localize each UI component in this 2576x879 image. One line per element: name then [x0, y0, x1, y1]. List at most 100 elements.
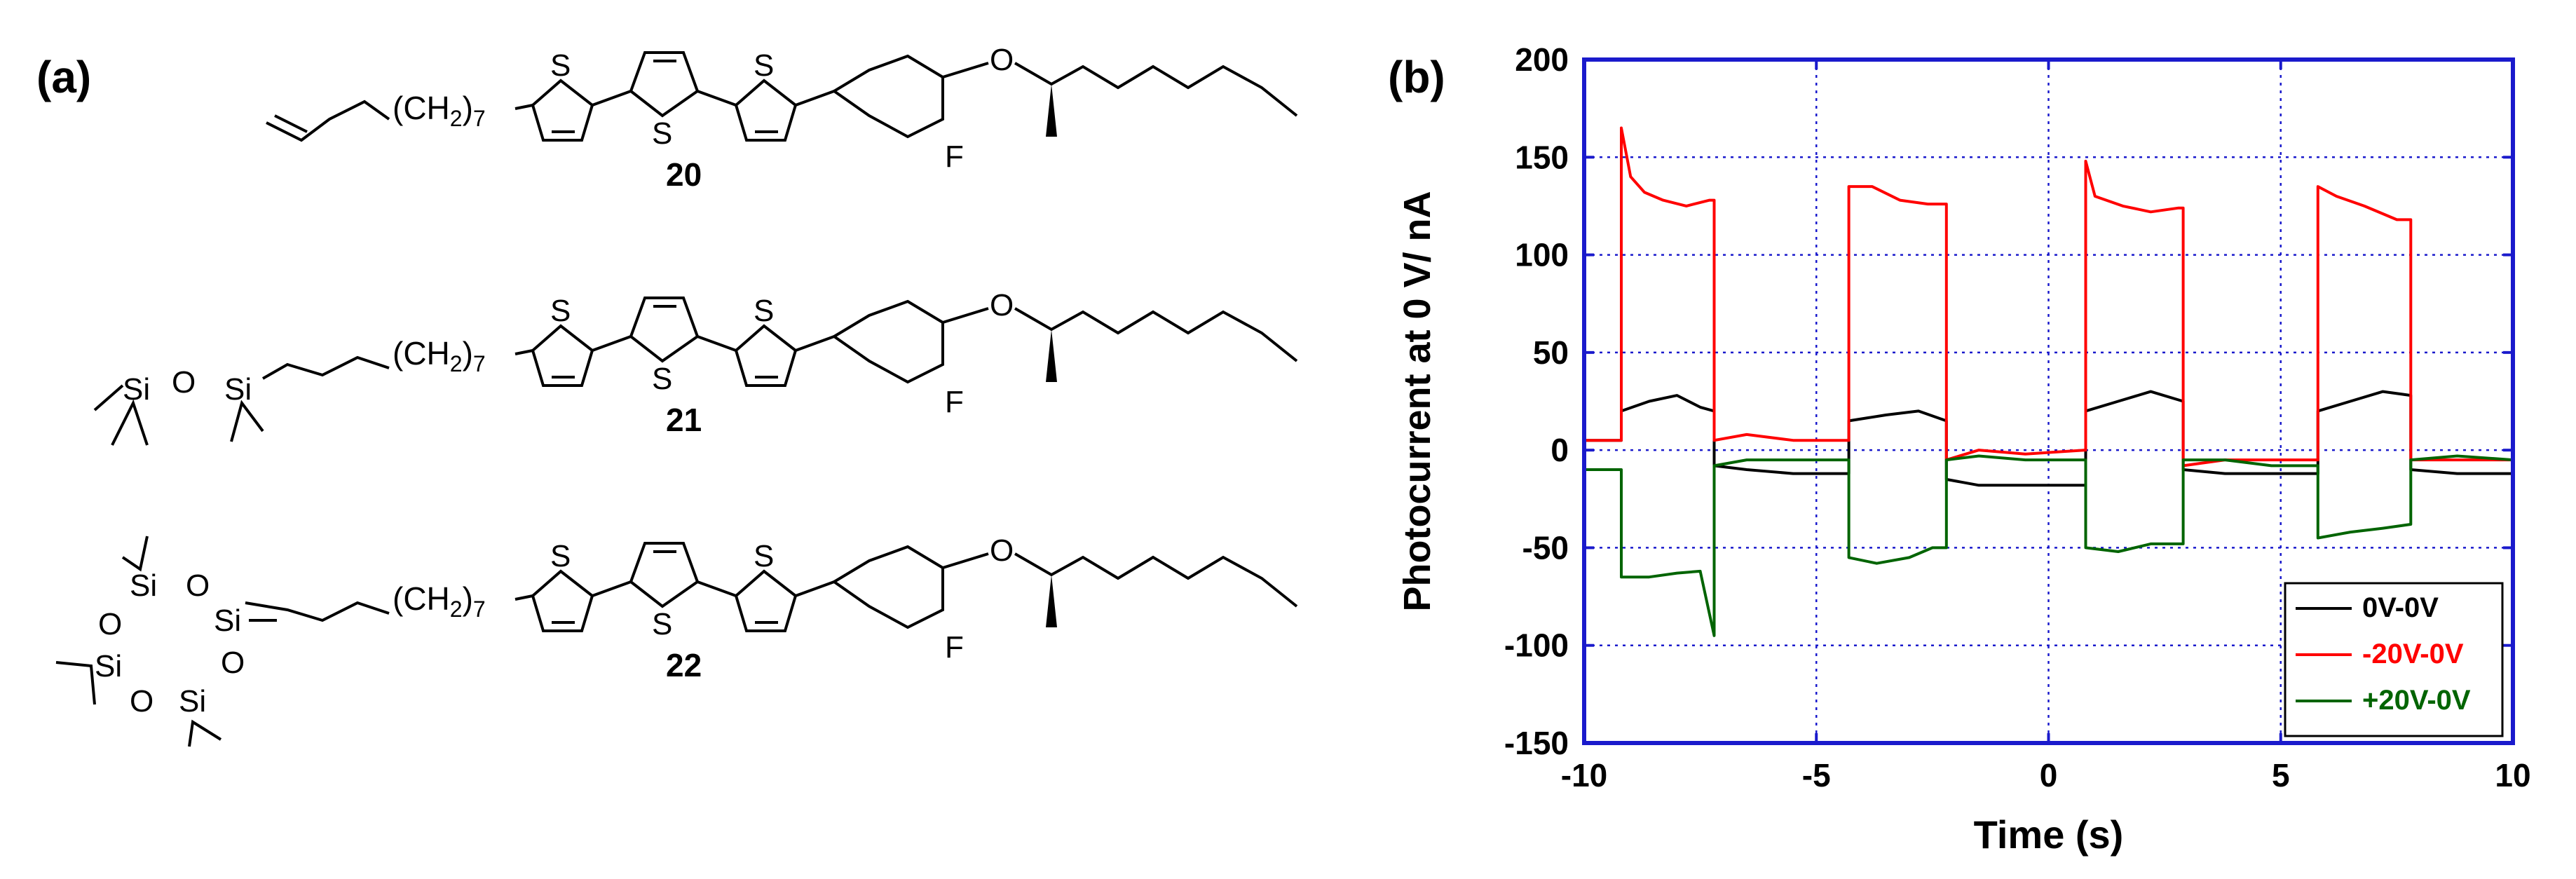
sulfur-atom: S	[550, 294, 571, 328]
thiophene-ring-3	[734, 79, 798, 142]
legend-label: +20V-0V	[2362, 685, 2471, 716]
bond	[592, 580, 632, 597]
compound-21: Si O Si (CH2)7 S S S F O	[93, 288, 1298, 446]
ch2-group: (CH2)7	[393, 90, 486, 131]
compound-number: 22	[666, 647, 702, 683]
molecule-panel: (a) (CH2)7 S S S F O	[36, 43, 1298, 747]
thiophene-ring-3	[734, 324, 798, 387]
oxygen-atom: O	[990, 288, 1014, 322]
y-tick-label: 200	[1515, 41, 1569, 78]
ch2-group: (CH2)7	[393, 335, 486, 376]
thiophene-ring-1	[531, 569, 594, 632]
series-line-3	[1584, 454, 2514, 637]
bond	[795, 580, 835, 597]
bond	[697, 580, 737, 597]
methyl-bonds	[93, 384, 124, 411]
bond	[514, 104, 533, 110]
thiophene-ring-3	[734, 569, 798, 632]
bond	[942, 552, 989, 569]
stereo-wedge	[1046, 84, 1057, 137]
silicon-atom: Si	[130, 568, 157, 603]
compound-22: Si O Si O Si O Si O (CH2)7 S S S	[55, 533, 1298, 747]
alkyl-chain	[1014, 62, 1298, 117]
sulfur-atom: S	[550, 48, 571, 83]
double-bond-line	[274, 114, 308, 133]
benzene-ring	[831, 545, 944, 629]
y-tick-label: 150	[1515, 139, 1569, 175]
sulfur-atom: S	[652, 607, 672, 641]
silicon-atom: Si	[214, 604, 241, 638]
alkyl-chain	[1014, 307, 1298, 362]
legend: 0V-0V -20V-0V +20V-0V	[2284, 582, 2504, 737]
thiophene-ring-2	[629, 297, 700, 363]
sulfur-atom: S	[652, 362, 672, 396]
compound-number: 21	[666, 402, 702, 438]
compound-20: (CH2)7 S S S F O 20	[266, 43, 1298, 193]
y-tick-label: 50	[1533, 334, 1569, 371]
x-axis-title: Time (s)	[1974, 812, 2124, 857]
oxygen-atom: O	[186, 568, 210, 603]
bond	[697, 335, 737, 352]
y-tick-label: 100	[1515, 237, 1569, 273]
x-tick-label: 10	[2495, 757, 2530, 793]
y-tick-label: -150	[1504, 725, 1569, 761]
alkyl-chain	[262, 355, 390, 380]
silicon-atom: Si	[179, 684, 206, 718]
ch2-group: (CH2)7	[393, 580, 486, 622]
series-lines	[1584, 126, 2514, 637]
methyl-bonds	[230, 400, 264, 442]
y-tick-label: -100	[1504, 627, 1569, 664]
oxygen-atom: O	[172, 365, 196, 400]
bond	[795, 335, 835, 352]
silicon-atom: Si	[95, 649, 122, 683]
stereo-wedge	[1046, 575, 1057, 627]
legend-label: 0V-0V	[2362, 592, 2439, 623]
sulfur-atom: S	[754, 539, 774, 573]
oxygen-atom: O	[221, 646, 245, 680]
alkene-chain	[266, 100, 390, 142]
thiophene-ring-1	[531, 324, 594, 387]
stereo-wedge	[1046, 329, 1057, 382]
series-line-2	[1584, 126, 2513, 468]
methyl-bonds	[188, 719, 222, 747]
oxygen-atom: O	[990, 43, 1014, 77]
thiophene-ring-2	[629, 51, 700, 118]
bond	[514, 594, 533, 601]
methyl-bonds	[55, 661, 96, 705]
thiophene-ring-1	[531, 79, 594, 142]
oxygen-atom: O	[130, 684, 154, 718]
benzene-ring	[831, 54, 944, 139]
bond	[942, 307, 989, 324]
bond	[697, 90, 737, 107]
panel-a-label: (a)	[36, 52, 91, 102]
silicon-atom: Si	[123, 372, 150, 407]
y-tick-label: 0	[1551, 432, 1569, 468]
fluorine-atom: F	[945, 385, 964, 419]
bond	[514, 349, 533, 355]
compound-number: 20	[666, 156, 702, 193]
x-tick-label: 5	[2272, 757, 2290, 793]
bond	[592, 90, 632, 107]
panel-b-label: (b)	[1388, 52, 1445, 102]
thiophene-ring-2	[629, 542, 700, 608]
fluorine-atom: F	[945, 139, 964, 174]
alkyl-chain	[1014, 552, 1298, 608]
bond	[942, 62, 989, 79]
oxygen-atom: O	[990, 533, 1014, 568]
bond	[592, 335, 632, 352]
x-tick-label: -10	[1561, 757, 1607, 793]
grid-lines	[1584, 60, 2513, 743]
bond	[795, 90, 835, 107]
silicon-atom: Si	[224, 372, 252, 407]
alkyl-chain	[245, 601, 390, 622]
methyl-bonds	[121, 536, 149, 572]
series-line-1	[1584, 390, 2513, 487]
benzene-ring	[831, 299, 944, 384]
y-axis-title: Photocurrent at 0 V/ nA	[1396, 191, 1438, 611]
methyl-bonds	[111, 399, 149, 446]
fluorine-atom: F	[945, 630, 964, 665]
sulfur-atom: S	[754, 48, 774, 83]
sulfur-atom: S	[754, 294, 774, 328]
